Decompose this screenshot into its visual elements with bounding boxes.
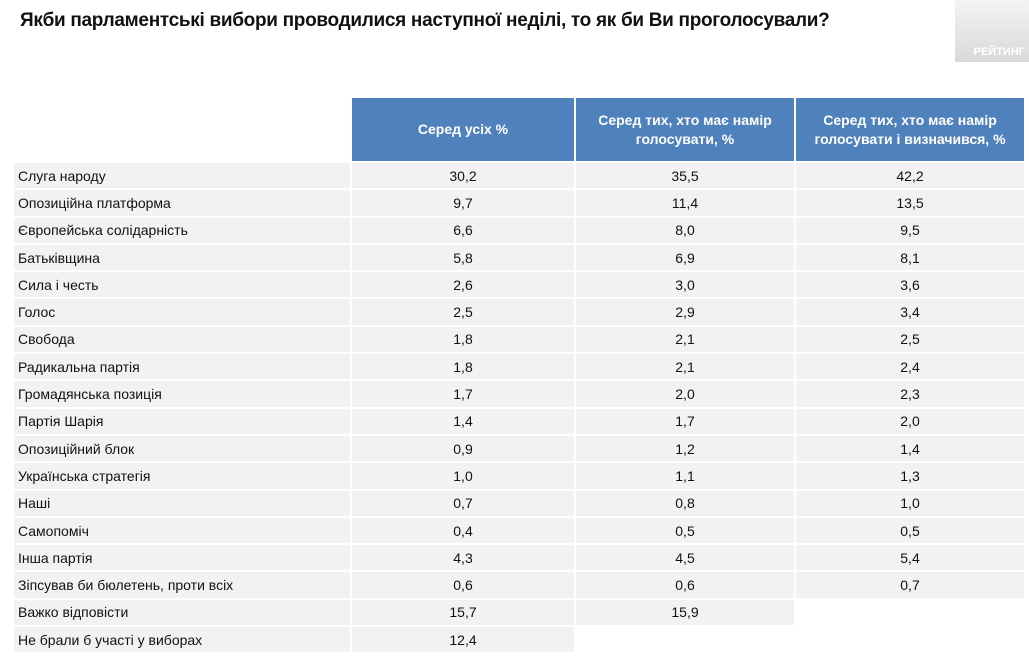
value-cell: 5,8	[352, 244, 574, 271]
header-blank	[14, 98, 350, 161]
empty-cell	[796, 600, 1024, 625]
table-row: Слуга народу 30,2 35,5 42,2	[14, 163, 1024, 189]
value-cell: 8,1	[796, 244, 1024, 271]
row-label: Самопоміч	[14, 517, 350, 544]
value-cell: 6,6	[352, 217, 574, 243]
row-label: Громадянська позиція	[14, 381, 350, 407]
value-cell: 1,4	[352, 408, 574, 434]
header-intending: Серед тих, хто має намір голосувати, %	[576, 98, 794, 161]
value-cell: 2,3	[796, 381, 1024, 407]
value-cell: 5,4	[796, 545, 1024, 571]
table-row: Радикальна партія 1,8 2,1 2,4	[14, 354, 1024, 380]
value-cell: 30,2	[352, 163, 574, 189]
table-row: Партія Шарія 1,4 1,7 2,0	[14, 408, 1024, 434]
value-cell: 0,7	[796, 572, 1024, 598]
value-cell: 2,1	[576, 354, 794, 380]
header-decided: Серед тих, хто має намір голосувати і ви…	[796, 98, 1024, 161]
value-cell: 2,4	[796, 354, 1024, 380]
value-cell: 3,6	[796, 272, 1024, 298]
row-label: Інша партія	[14, 545, 350, 571]
row-label: Партія Шарія	[14, 408, 350, 434]
value-cell: 2,1	[576, 326, 794, 353]
row-label: Опозиційний блок	[14, 435, 350, 462]
empty-cell	[796, 627, 1024, 652]
value-cell: 0,5	[796, 517, 1024, 544]
value-cell: 2,9	[576, 299, 794, 325]
value-cell: 1,7	[576, 408, 794, 434]
row-label: Голос	[14, 299, 350, 325]
value-cell: 11,4	[576, 190, 794, 216]
table-row: Свобода 1,8 2,1 2,5	[14, 326, 1024, 353]
table-row: Громадянська позиція 1,7 2,0 2,3	[14, 381, 1024, 407]
value-cell: 4,5	[576, 545, 794, 571]
value-cell: 2,5	[352, 299, 574, 325]
value-cell: 1,1	[576, 463, 794, 489]
table-row: Не брали б участі у виборах 12,4	[14, 627, 1024, 653]
value-cell: 1,8	[352, 354, 574, 380]
value-cell: 9,5	[796, 217, 1024, 243]
row-label: Українська стратегія	[14, 463, 350, 489]
table-row: Сила і честь 2,6 3,0 3,6	[14, 272, 1024, 298]
value-cell: 1,0	[352, 463, 574, 489]
value-cell: 6,9	[576, 244, 794, 271]
value-cell: 4,3	[352, 545, 574, 571]
value-cell: 1,8	[352, 326, 574, 353]
value-cell: 2,0	[796, 408, 1024, 434]
table-row: Голос 2,5 2,9 3,4	[14, 299, 1024, 325]
page-title: Якби парламентські вибори проводилися на…	[20, 10, 830, 31]
table-row: Українська стратегія 1,0 1,1 1,3	[14, 463, 1024, 489]
value-cell: 15,7	[352, 599, 574, 626]
value-cell: 1,2	[576, 435, 794, 462]
value-cell: 2,6	[352, 272, 574, 298]
table-row: Батьківщина 5,8 6,9 8,1	[14, 244, 1024, 271]
value-cell: 1,4	[796, 435, 1024, 462]
value-cell: 12,4	[352, 627, 574, 653]
table-row: Опозиційна платформа 9,7 11,4 13,5	[14, 190, 1024, 216]
row-label: Радикальна партія	[14, 354, 350, 380]
value-cell: 0,4	[352, 517, 574, 544]
value-cell: 13,5	[796, 190, 1024, 216]
value-cell: 1,3	[796, 463, 1024, 489]
value-cell: 0,6	[576, 572, 794, 598]
table-row: Зіпсував би бюлетень, проти всіх 0,6 0,6 0,…	[14, 572, 1024, 598]
value-cell: 0,5	[576, 517, 794, 544]
table-row: Наші 0,7 0,8 1,0	[14, 490, 1024, 516]
value-cell: 2,0	[576, 381, 794, 407]
row-label: Сила і честь	[14, 272, 350, 298]
results-table: Серед усіх % Серед тих, хто має намір го…	[12, 96, 1026, 654]
row-label: Слуга народу	[14, 163, 350, 189]
value-cell: 1,7	[352, 381, 574, 407]
value-cell: 0,6	[352, 572, 574, 598]
empty-cell	[576, 627, 794, 652]
row-label: Важко відповісти	[14, 599, 350, 626]
table-row: Важко відповісти 15,7 15,9	[14, 599, 1024, 626]
header-all: Серед усіх %	[352, 98, 574, 161]
row-label: Не брали б участі у виборах	[14, 627, 350, 653]
table-row: Опозиційний блок 0,9 1,2 1,4	[14, 435, 1024, 462]
value-cell: 2,5	[796, 326, 1024, 353]
value-cell: 15,9	[576, 599, 794, 626]
value-cell: 0,8	[576, 490, 794, 516]
rating-logo: РЕЙТИНГ	[955, 0, 1029, 62]
value-cell: 8,0	[576, 217, 794, 243]
row-label: Свобода	[14, 326, 350, 353]
row-label: Наші	[14, 490, 350, 516]
table-row: Європейська солідарність 6,6 8,0 9,5	[14, 217, 1024, 243]
value-cell: 0,9	[352, 435, 574, 462]
value-cell: 1,0	[796, 490, 1024, 516]
value-cell: 35,5	[576, 163, 794, 189]
row-label: Зіпсував би бюлетень, проти всіх	[14, 572, 350, 598]
value-cell: 9,7	[352, 190, 574, 216]
row-label: Європейська солідарність	[14, 217, 350, 243]
table-header: Серед усіх % Серед тих, хто має намір го…	[14, 98, 1024, 161]
row-label: Батьківщина	[14, 244, 350, 271]
row-label: Опозиційна платформа	[14, 190, 350, 216]
logo-text: РЕЙТИНГ	[973, 46, 1025, 58]
value-cell: 42,2	[796, 163, 1024, 189]
value-cell: 3,0	[576, 272, 794, 298]
value-cell: 0,7	[352, 490, 574, 516]
value-cell: 3,4	[796, 299, 1024, 325]
table-row: Самопоміч 0,4 0,5 0,5	[14, 517, 1024, 544]
table-row: Інша партія 4,3 4,5 5,4	[14, 545, 1024, 571]
